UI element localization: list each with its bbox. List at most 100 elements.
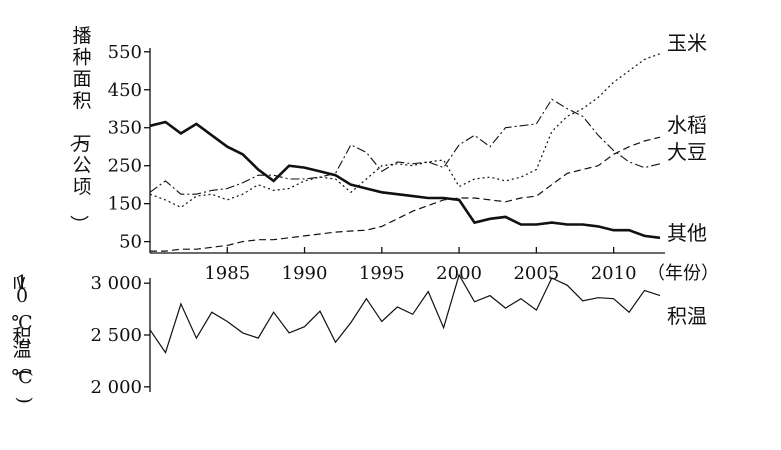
- y-tick-label: 550: [108, 42, 142, 63]
- data-point: [288, 187, 291, 190]
- data-point: [566, 284, 569, 287]
- data-point: [241, 240, 244, 243]
- ylabel-char: （: [67, 128, 89, 147]
- data-point: [211, 134, 214, 137]
- data-point: [180, 303, 183, 306]
- data-point: [504, 307, 507, 310]
- data-point: [303, 325, 306, 328]
- x-tick-label: 1995: [359, 263, 405, 284]
- data-point: [581, 223, 584, 226]
- data-point: [164, 250, 167, 253]
- data-point: [334, 178, 337, 181]
- data-point: [288, 164, 291, 167]
- data-point: [581, 107, 584, 110]
- series-label: 大豆: [667, 140, 707, 164]
- ylabel-char: 种: [72, 47, 91, 69]
- data-point: [612, 81, 615, 84]
- data-point: [226, 244, 229, 247]
- data-point: [226, 187, 229, 190]
- data-point: [365, 187, 368, 190]
- data-point: [566, 223, 569, 226]
- data-point: [643, 166, 646, 169]
- data-point: [535, 195, 538, 198]
- data-point: [381, 170, 384, 173]
- data-point: [489, 176, 492, 179]
- data-point: [535, 309, 538, 312]
- data-point: [581, 115, 584, 118]
- data-point: [272, 238, 275, 241]
- data-point: [659, 52, 662, 55]
- data-point: [489, 294, 492, 297]
- data-point: [365, 229, 368, 232]
- data-point: [597, 134, 600, 137]
- data-point: [504, 180, 507, 183]
- data-point: [164, 121, 167, 124]
- ylabel-char: ℃: [11, 312, 32, 334]
- x-axis-label: （年份）: [647, 263, 719, 284]
- data-point: [473, 301, 476, 304]
- x-tick-label: 2010: [591, 263, 637, 284]
- data-point: [643, 235, 646, 238]
- data-point: [226, 199, 229, 202]
- data-point: [659, 136, 662, 139]
- data-point: [226, 320, 229, 323]
- data-point: [180, 248, 183, 251]
- data-point: [241, 182, 244, 185]
- data-point: [257, 183, 260, 186]
- data-point: [628, 145, 631, 148]
- data-point: [520, 223, 523, 226]
- x-tick-label: 1985: [204, 263, 250, 284]
- data-point: [520, 125, 523, 128]
- ylabel-char: 积: [72, 90, 91, 112]
- data-point: [334, 341, 337, 344]
- ylabel-char: ≥: [9, 275, 31, 291]
- data-point: [396, 306, 399, 309]
- data-point: [458, 144, 461, 147]
- x-tick-label: 1990: [282, 263, 328, 284]
- data-point: [180, 193, 183, 196]
- series-line: [150, 136, 661, 252]
- data-point: [365, 151, 368, 154]
- data-point: [551, 183, 554, 186]
- series-label: 其他: [667, 221, 707, 245]
- data-point: [612, 297, 615, 300]
- y-tick-label: 3 000: [90, 273, 142, 294]
- data-point: [257, 168, 260, 171]
- ylabel-char: 积: [12, 326, 31, 348]
- y-tick-label: 2 000: [90, 377, 142, 398]
- data-point: [211, 246, 214, 249]
- data-point: [411, 313, 414, 316]
- data-point: [566, 107, 569, 110]
- data-point: [195, 193, 198, 196]
- data-point: [319, 310, 322, 313]
- data-point: [241, 332, 244, 335]
- data-point: [257, 174, 260, 177]
- x-tick-label: 2000: [436, 263, 482, 284]
- data-point: [396, 193, 399, 196]
- data-point: [489, 199, 492, 202]
- series-label: 水稻: [667, 113, 707, 137]
- data-point: [520, 197, 523, 200]
- data-point: [597, 164, 600, 167]
- data-point: [489, 218, 492, 221]
- data-point: [319, 176, 322, 179]
- data-point: [149, 250, 152, 253]
- data-point: [381, 164, 384, 167]
- data-point: [211, 311, 214, 314]
- ylabel-char: 1: [16, 272, 28, 294]
- top-ylabel: 播种面积 （万公顷 ）: [67, 25, 91, 234]
- data-point: [628, 161, 631, 164]
- y-tick-label: 150: [108, 194, 142, 215]
- data-point: [272, 180, 275, 183]
- data-point: [612, 229, 615, 232]
- data-point: [643, 140, 646, 143]
- data-point: [504, 216, 507, 219]
- data-point: [272, 311, 275, 314]
- series-label: 玉米: [667, 31, 707, 55]
- data-point: [628, 70, 631, 73]
- data-point: [164, 351, 167, 354]
- ylabel-char: ）: [67, 215, 89, 234]
- data-point: [381, 225, 384, 228]
- series-line: [149, 273, 661, 354]
- data-point: [381, 191, 384, 194]
